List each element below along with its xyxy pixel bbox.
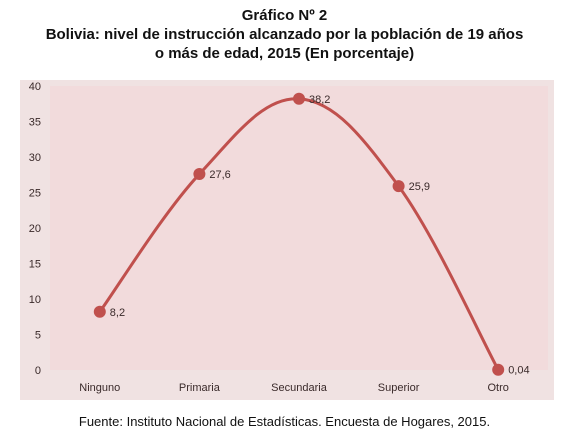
data-point-marker[interactable] [392, 180, 405, 193]
data-label: 25,9 [409, 181, 430, 193]
y-tick-label: 25 [29, 188, 41, 200]
chart-title-block: Gráfico Nº 2 Bolivia: nivel de instrucci… [0, 6, 569, 63]
data-point-marker[interactable] [193, 168, 206, 181]
chart-area: 0 5 10 15 20 25 30 35 40 Ninguno Primaria Secundari… [20, 80, 554, 400]
x-tick-label: Ninguno [79, 382, 120, 394]
source-note: Fuente: Instituto Nacional de Estadístic… [78, 414, 491, 429]
line-chart: 0 5 10 15 20 25 30 35 40 Ninguno Primaria Secundari… [20, 80, 554, 400]
y-tick-label: 35 [29, 117, 41, 129]
data-point-marker[interactable] [492, 363, 505, 376]
x-tick-label: Secundaria [271, 382, 328, 394]
data-label: 38,2 [309, 94, 330, 106]
x-tick-label: Otro [487, 382, 508, 394]
plot-area-background [50, 86, 548, 370]
y-tick-label: 0 [35, 365, 41, 377]
y-tick-label: 40 [29, 81, 41, 93]
y-tick-label: 10 [29, 294, 41, 306]
chart-title-line-1: Bolivia: nivel de instrucción alcanzado … [45, 26, 524, 43]
data-point-marker[interactable] [293, 92, 305, 105]
y-tick-label: 15 [29, 259, 41, 271]
chart-title-line-2: o más de edad, 2015 (En porcentaje) [154, 45, 415, 62]
data-label: 27,6 [209, 169, 230, 181]
x-tick-label: Primaria [179, 382, 221, 394]
y-tick-label: 20 [29, 223, 41, 235]
x-tick-label: Superior [378, 382, 420, 394]
data-point-marker[interactable] [93, 305, 106, 318]
data-label: 0,04 [508, 365, 529, 377]
y-tick-label: 30 [29, 152, 41, 164]
figure-number: Gráfico Nº 2 [241, 7, 328, 24]
data-label: 8,2 [110, 307, 125, 319]
y-tick-label: 5 [35, 330, 41, 342]
